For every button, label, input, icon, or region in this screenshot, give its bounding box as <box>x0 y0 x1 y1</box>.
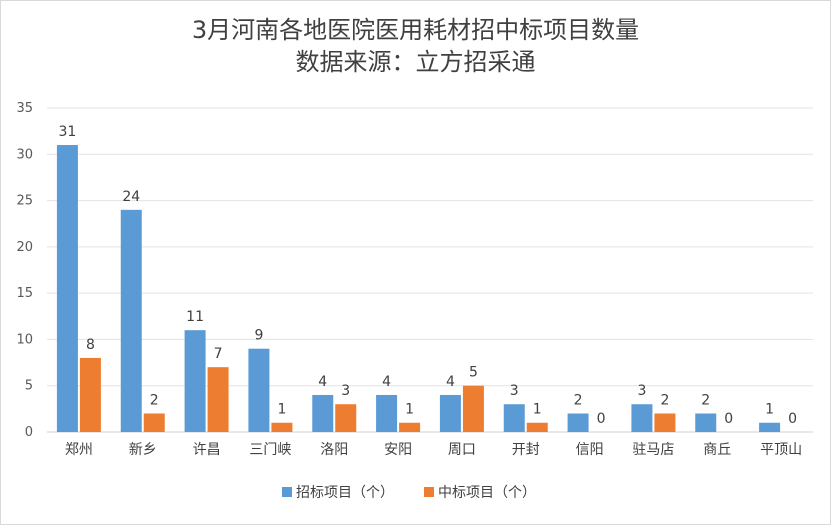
bar <box>759 422 781 432</box>
x-category-label: 安阳 <box>384 442 412 458</box>
data-label: 3 <box>341 383 350 399</box>
bar <box>399 422 421 432</box>
data-label: 5 <box>469 365 478 381</box>
y-axis-ticks: 0 5 10 15 20 25 30 35 <box>16 101 33 440</box>
bar <box>120 209 142 432</box>
data-label: 1 <box>277 402 286 418</box>
bar <box>376 394 398 432</box>
x-category-label: 三门峡 <box>249 442 291 458</box>
y-tick-label: 10 <box>16 332 33 347</box>
bar <box>335 404 357 432</box>
x-category-label: 商丘 <box>703 442 731 458</box>
data-label: 7 <box>214 346 223 362</box>
y-tick-label: 25 <box>16 194 33 209</box>
data-label: 0 <box>597 411 606 427</box>
legend-label: 招标项目（个） <box>296 485 394 501</box>
chart-title-block: 3月河南各地医院医用耗材招中标项目数量 数据来源：立方招采通 <box>0 14 831 78</box>
data-label: 1 <box>405 402 414 418</box>
data-label: 31 <box>59 124 77 140</box>
data-label: 2 <box>701 392 710 408</box>
data-label: 11 <box>186 309 204 325</box>
data-label: 9 <box>254 328 263 344</box>
y-tick-label: 5 <box>25 379 33 394</box>
bar <box>143 413 165 432</box>
gridlines <box>47 107 813 433</box>
legend-swatch <box>282 487 292 497</box>
x-category-label: 郑州 <box>65 442 93 458</box>
y-tick-label: 30 <box>16 147 33 162</box>
bar <box>567 413 589 432</box>
x-category-label: 驻马店 <box>632 442 674 458</box>
data-label: 3 <box>637 383 646 399</box>
legend-label: 中标项目（个） <box>438 485 536 501</box>
x-category-label: 周口 <box>448 442 476 458</box>
data-label: 1 <box>765 402 774 418</box>
x-category-label: 信阳 <box>576 442 604 458</box>
bar <box>79 357 101 432</box>
data-label: 3 <box>510 383 519 399</box>
data-label: 4 <box>318 374 327 390</box>
data-label: 2 <box>574 392 583 408</box>
data-label: 2 <box>150 392 159 408</box>
x-category-label: 开封 <box>512 442 540 458</box>
x-category-label: 许昌 <box>193 442 221 458</box>
bar <box>654 413 676 432</box>
bar <box>248 348 270 432</box>
data-label: 8 <box>86 337 95 353</box>
bar <box>56 145 78 432</box>
bar <box>631 404 653 432</box>
y-tick-label: 20 <box>16 240 33 255</box>
y-tick-label: 0 <box>25 425 33 440</box>
y-tick-label: 35 <box>16 101 33 116</box>
bar <box>695 413 717 432</box>
x-axis-categories: 郑州 新乡 许昌 三门峡 洛阳 安阳 周口 开封 信阳 驻马店 商丘 平顶山 <box>65 442 802 458</box>
bar <box>439 394 461 432</box>
legend-swatch <box>424 487 434 497</box>
chart-subtitle: 数据来源：立方招采通 <box>295 48 536 76</box>
x-category-label: 洛阳 <box>320 442 348 458</box>
bar <box>312 394 334 432</box>
bar <box>271 422 293 432</box>
bars <box>56 145 781 432</box>
data-label: 0 <box>724 411 733 427</box>
x-category-label: 平顶山 <box>760 442 802 458</box>
data-label: 0 <box>788 411 797 427</box>
data-label: 4 <box>382 374 391 390</box>
bar <box>207 367 229 432</box>
y-tick-label: 15 <box>16 286 33 301</box>
bar <box>503 404 525 432</box>
chart-title: 3月河南各地医院医用耗材招中标项目数量 <box>191 16 640 44</box>
bar <box>526 422 548 432</box>
data-label: 24 <box>122 189 140 205</box>
data-label: 4 <box>446 374 455 390</box>
legend: 招标项目（个） 中标项目（个） <box>282 485 536 501</box>
data-label: 1 <box>533 402 542 418</box>
data-label: 2 <box>660 392 669 408</box>
bar <box>462 385 484 432</box>
x-category-label: 新乡 <box>129 442 157 458</box>
bar <box>184 330 206 432</box>
